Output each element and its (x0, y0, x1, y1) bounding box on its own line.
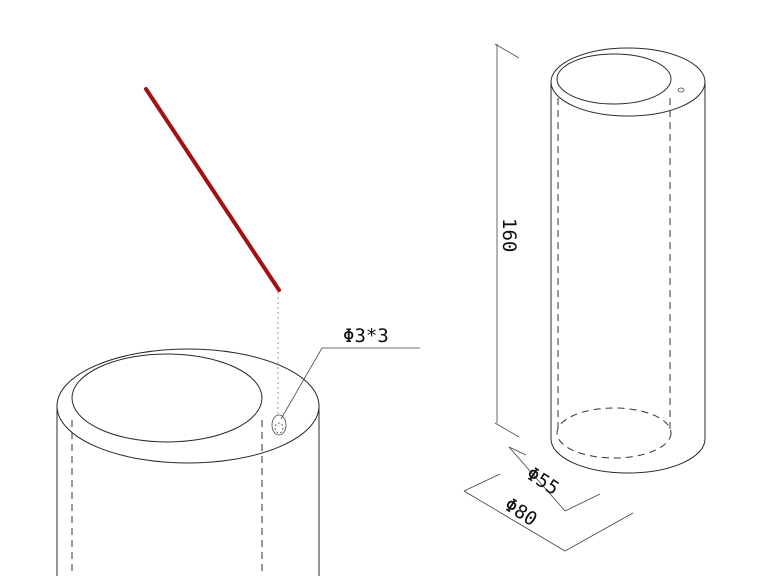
inner-dia-ext-right (564, 493, 601, 512)
cylinder-top-hole (677, 87, 685, 93)
height-dimension: 160 (498, 218, 520, 252)
cylinder-bottom-arc (550, 438, 706, 474)
outer-dia-ext-right (564, 512, 634, 552)
outer-dia-dim-line (463, 490, 566, 552)
detail-outer-rim (56, 348, 320, 464)
inner-dia-ext-left (508, 446, 527, 456)
detail-inner-bore (71, 353, 263, 443)
outer-diameter-dimension: Φ80 (500, 494, 541, 531)
inner-diameter-dimension: Φ55 (522, 463, 563, 500)
hole-leader (280, 347, 420, 420)
hole-callout-text: Φ3*3 (343, 325, 389, 347)
height-ext-top (494, 43, 520, 59)
cylinder-bottom-hidden (556, 407, 672, 459)
detail-view: Φ3*3 (56, 87, 420, 576)
inner-dia-dim-line (508, 446, 566, 512)
cylinder-top-inner (556, 53, 672, 105)
cylinder-top-outer (550, 47, 706, 117)
drilled-hole (271, 414, 287, 436)
red-rod (144, 87, 281, 292)
height-ext-bottom (494, 422, 520, 438)
drilled-hole-inner (274, 422, 284, 434)
main-view: 160 Φ55 Φ80 (463, 43, 706, 552)
outer-dia-ext-left (463, 473, 501, 492)
